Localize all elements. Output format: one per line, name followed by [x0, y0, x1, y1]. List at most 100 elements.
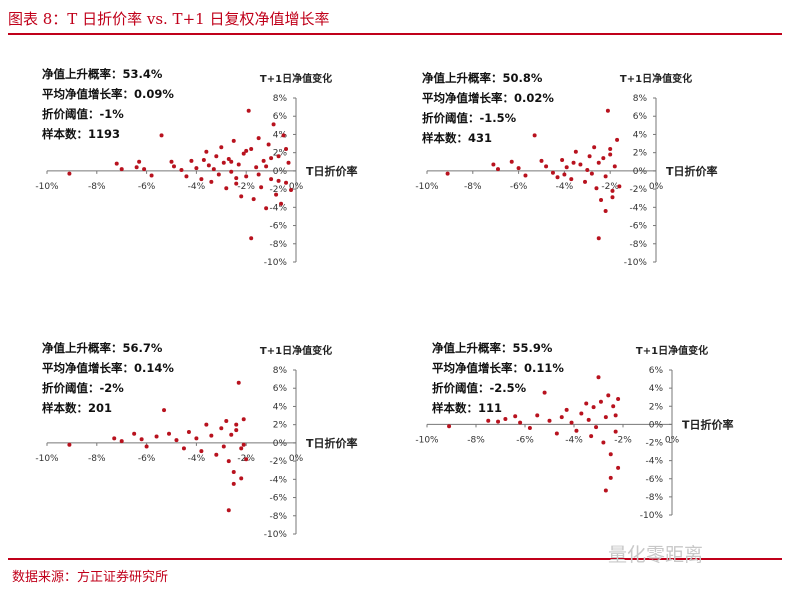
- data-point: [231, 470, 236, 475]
- data-point: [259, 185, 264, 190]
- data-point: [256, 136, 261, 141]
- x-tick-label: -2%: [601, 182, 619, 192]
- stat-line: 平均净值增长率：0.09%: [42, 87, 174, 101]
- x-axis-title: T日折价率: [306, 164, 358, 178]
- data-point: [594, 186, 599, 191]
- y-tick-label: -8%: [269, 512, 287, 522]
- data-point: [194, 436, 199, 441]
- data-point: [231, 481, 236, 486]
- data-point: [610, 195, 615, 200]
- data-point: [535, 413, 540, 418]
- data-point: [269, 177, 274, 182]
- data-point: [199, 449, 204, 454]
- y-axis-title: T+1日净值变化: [636, 344, 708, 357]
- data-point: [249, 236, 254, 241]
- data-point: [550, 170, 555, 175]
- data-point: [592, 145, 597, 150]
- x-axis-title: T日折价率: [682, 417, 734, 431]
- watermark: 量化零距离: [608, 544, 704, 566]
- y-tick-label: -10%: [624, 258, 648, 268]
- y-tick-label: 2%: [273, 149, 288, 159]
- data-point: [204, 422, 209, 427]
- data-point: [615, 137, 620, 142]
- x-tick-label: -4%: [188, 182, 206, 192]
- data-point: [564, 407, 569, 412]
- y-tick-label: -4%: [269, 203, 287, 213]
- data-point: [256, 172, 261, 177]
- data-point: [231, 138, 236, 143]
- data-point: [496, 419, 501, 424]
- data-point: [154, 434, 159, 439]
- data-point: [184, 174, 189, 179]
- data-point: [555, 175, 560, 180]
- data-point: [554, 431, 559, 436]
- x-tick-label: -8%: [88, 182, 106, 192]
- data-point: [229, 432, 234, 437]
- data-point: [229, 169, 234, 174]
- data-point: [569, 420, 574, 425]
- data-point: [608, 475, 613, 480]
- data-point: [594, 425, 599, 430]
- data-point: [112, 436, 117, 441]
- data-point: [617, 184, 622, 189]
- data-point: [214, 154, 219, 159]
- data-point: [234, 176, 239, 181]
- data-point: [239, 446, 244, 451]
- y-tick-label: -4%: [629, 203, 647, 213]
- y-axis-title: T+1日净值变化: [260, 72, 332, 85]
- data-point: [527, 426, 532, 430]
- data-point: [221, 160, 226, 165]
- data-point: [559, 415, 564, 420]
- data-point: [271, 122, 276, 127]
- x-tick-label: -6%: [516, 435, 534, 445]
- y-tick-label: 4%: [273, 402, 288, 412]
- data-point: [532, 133, 537, 138]
- data-point: [269, 156, 274, 161]
- x-tick-label: -2%: [237, 182, 255, 192]
- data-point: [219, 426, 224, 431]
- data-point: [289, 188, 294, 193]
- data-point: [547, 418, 552, 423]
- y-tick-label: 0%: [273, 167, 288, 177]
- data-point: [579, 411, 584, 416]
- y-tick-label: -4%: [645, 457, 663, 467]
- y-tick-label: 6%: [273, 112, 288, 122]
- data-point: [219, 145, 224, 150]
- y-tick-label: -6%: [269, 494, 287, 504]
- data-point: [261, 158, 266, 163]
- data-point: [226, 157, 231, 162]
- x-axis-title: T日折价率: [666, 164, 718, 178]
- data-point: [281, 133, 286, 138]
- data-point: [603, 415, 608, 420]
- y-tick-label: 8%: [273, 94, 288, 104]
- y-tick-label: 4%: [649, 384, 664, 394]
- y-tick-label: 4%: [273, 130, 288, 140]
- stat-line: 折价阈值：-1.5%: [422, 111, 517, 125]
- y-axis-title: T+1日净值变化: [620, 72, 692, 85]
- x-tick-label: -8%: [464, 182, 482, 192]
- data-point: [139, 437, 144, 442]
- footer-divider: [8, 558, 782, 560]
- data-point: [569, 177, 574, 182]
- data-point: [516, 166, 521, 171]
- stat-line: 平均净值增长率：0.11%: [432, 361, 564, 375]
- x-axis-title: T日折价率: [306, 436, 358, 450]
- data-point: [286, 160, 291, 165]
- data-point: [181, 446, 186, 451]
- x-tick-label: 0%: [649, 182, 664, 192]
- data-point: [241, 151, 246, 156]
- y-tick-label: 2%: [633, 149, 648, 159]
- data-point: [67, 171, 72, 176]
- y-tick-label: -6%: [269, 222, 287, 232]
- source-note: 数据来源：方正证券研究所: [12, 570, 169, 585]
- data-point: [211, 167, 216, 172]
- data-point: [612, 164, 617, 169]
- data-point: [162, 408, 167, 413]
- y-tick-label: -10%: [264, 530, 288, 540]
- data-point: [613, 429, 618, 434]
- data-point: [119, 167, 124, 172]
- data-point: [234, 181, 239, 186]
- data-point: [214, 452, 219, 457]
- x-tick-label: 0%: [289, 454, 304, 464]
